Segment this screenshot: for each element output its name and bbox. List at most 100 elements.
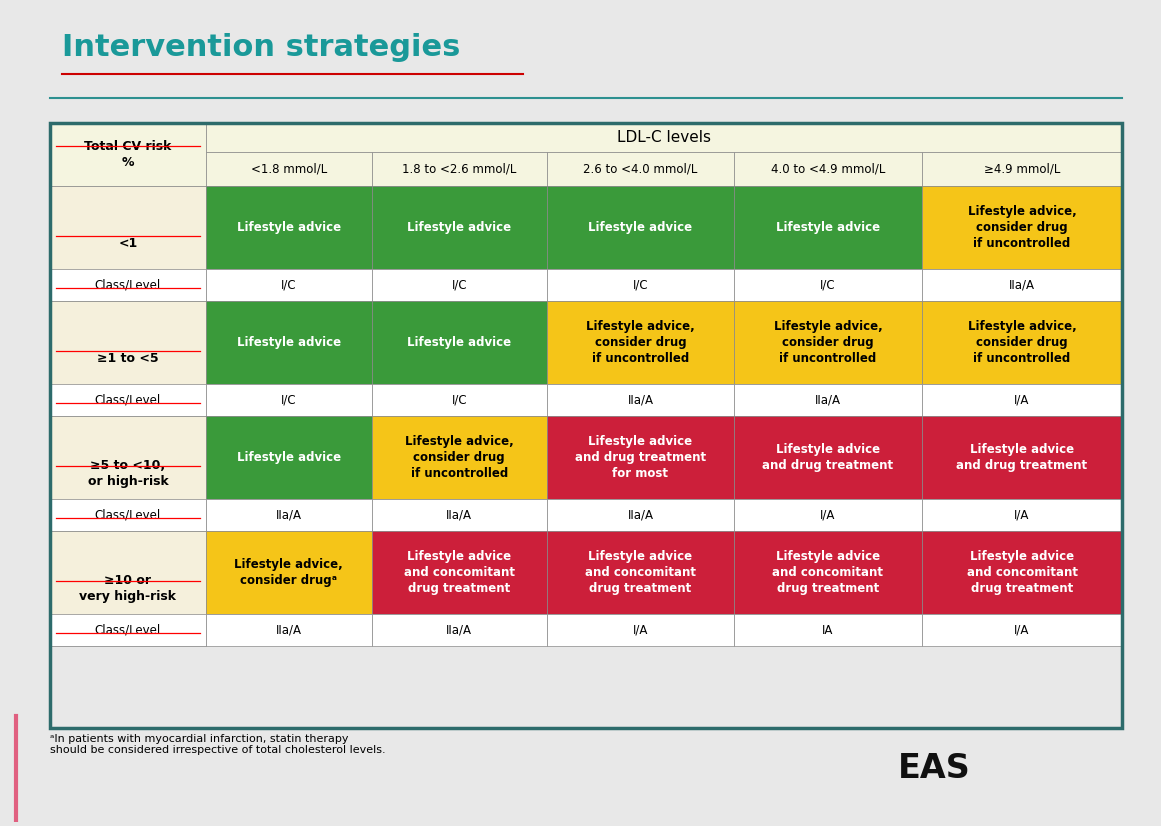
Text: I/C: I/C bbox=[452, 278, 467, 292]
Text: Lifestyle advice: Lifestyle advice bbox=[237, 336, 341, 349]
Text: EAS: EAS bbox=[897, 752, 971, 786]
Bar bbox=[372, 416, 547, 499]
Bar bbox=[922, 531, 1123, 614]
Bar bbox=[50, 269, 205, 301]
Bar bbox=[922, 499, 1123, 531]
Bar bbox=[922, 152, 1123, 186]
Text: I/C: I/C bbox=[281, 394, 296, 406]
Text: <1: <1 bbox=[118, 237, 138, 250]
Bar bbox=[372, 531, 547, 614]
Text: 4.0 to <4.9 mmol/L: 4.0 to <4.9 mmol/L bbox=[771, 163, 885, 176]
Text: IIa/A: IIa/A bbox=[446, 509, 473, 521]
Text: Lifestyle advice: Lifestyle advice bbox=[237, 221, 341, 235]
Bar bbox=[547, 301, 734, 384]
Text: Lifestyle advice,
consider drug
if uncontrolled: Lifestyle advice, consider drug if uncon… bbox=[967, 205, 1076, 250]
Bar bbox=[922, 301, 1123, 384]
Bar bbox=[734, 384, 922, 416]
Text: Lifestyle advice: Lifestyle advice bbox=[408, 336, 511, 349]
Text: I/A: I/A bbox=[1015, 394, 1030, 406]
Bar bbox=[547, 531, 734, 614]
Text: IIa/A: IIa/A bbox=[446, 624, 473, 637]
Bar bbox=[205, 384, 372, 416]
Bar bbox=[372, 384, 547, 416]
Bar bbox=[50, 614, 205, 646]
Bar bbox=[50, 499, 205, 531]
Text: Lifestyle advice
and drug treatment
for most: Lifestyle advice and drug treatment for … bbox=[575, 435, 706, 480]
Text: IIa/A: IIa/A bbox=[627, 394, 654, 406]
Bar bbox=[734, 531, 922, 614]
Text: I/C: I/C bbox=[820, 278, 836, 292]
Text: ≥1 to <5: ≥1 to <5 bbox=[98, 352, 159, 365]
Bar bbox=[922, 416, 1123, 499]
Text: Lifestyle advice,
consider drug
if uncontrolled: Lifestyle advice, consider drug if uncon… bbox=[967, 320, 1076, 365]
Text: I/C: I/C bbox=[281, 278, 296, 292]
Text: Lifestyle advice
and concomitant
drug treatment: Lifestyle advice and concomitant drug tr… bbox=[585, 550, 695, 595]
Text: Lifestyle advice: Lifestyle advice bbox=[589, 221, 692, 235]
Bar bbox=[734, 301, 922, 384]
Text: I/C: I/C bbox=[633, 278, 648, 292]
Bar bbox=[205, 152, 372, 186]
Text: Class/Level: Class/Level bbox=[95, 624, 161, 637]
Bar bbox=[50, 416, 205, 531]
Text: 2.6 to <4.0 mmol/L: 2.6 to <4.0 mmol/L bbox=[583, 163, 698, 176]
Text: IA: IA bbox=[822, 624, 834, 637]
Bar bbox=[50, 123, 1123, 728]
Text: 1.8 to <2.6 mmol/L: 1.8 to <2.6 mmol/L bbox=[402, 163, 517, 176]
Bar bbox=[547, 152, 734, 186]
Bar bbox=[205, 499, 372, 531]
Bar bbox=[734, 499, 922, 531]
Bar bbox=[922, 269, 1123, 301]
Bar bbox=[50, 531, 205, 646]
Bar bbox=[205, 301, 372, 384]
Bar bbox=[50, 123, 1123, 186]
Text: Lifestyle advice
and concomitant
drug treatment: Lifestyle advice and concomitant drug tr… bbox=[404, 550, 514, 595]
Bar bbox=[50, 186, 205, 301]
Bar bbox=[734, 269, 922, 301]
Bar bbox=[734, 186, 922, 269]
Text: Lifestyle advice
and concomitant
drug treatment: Lifestyle advice and concomitant drug tr… bbox=[966, 550, 1077, 595]
Text: Lifestyle advice
and drug treatment: Lifestyle advice and drug treatment bbox=[763, 443, 894, 472]
Text: ≥5 to <10,
or high-risk: ≥5 to <10, or high-risk bbox=[87, 459, 168, 488]
Text: Lifestyle advice,
consider drug
if uncontrolled: Lifestyle advice, consider drug if uncon… bbox=[586, 320, 694, 365]
Text: <1.8 mmol/L: <1.8 mmol/L bbox=[251, 163, 327, 176]
Bar bbox=[205, 416, 372, 499]
Text: Lifestyle advice,
consider drugᵃ: Lifestyle advice, consider drugᵃ bbox=[235, 558, 344, 587]
Text: ≥4.9 mmol/L: ≥4.9 mmol/L bbox=[983, 163, 1060, 176]
Bar bbox=[205, 123, 1123, 152]
Bar bbox=[50, 123, 205, 186]
Text: IIa/A: IIa/A bbox=[1009, 278, 1034, 292]
Bar bbox=[547, 186, 734, 269]
Text: IIa/A: IIa/A bbox=[627, 509, 654, 521]
Text: Lifestyle advice
and concomitant
drug treatment: Lifestyle advice and concomitant drug tr… bbox=[772, 550, 884, 595]
Text: IIa/A: IIa/A bbox=[815, 394, 841, 406]
Bar bbox=[50, 384, 205, 416]
Bar bbox=[372, 186, 547, 269]
Bar bbox=[922, 186, 1123, 269]
Text: I/A: I/A bbox=[821, 509, 836, 521]
Text: Lifestyle advice
and drug treatment: Lifestyle advice and drug treatment bbox=[957, 443, 1088, 472]
Bar bbox=[547, 416, 734, 499]
Bar bbox=[547, 614, 734, 646]
Text: Intervention strategies: Intervention strategies bbox=[62, 33, 460, 62]
Bar bbox=[734, 152, 922, 186]
Bar bbox=[922, 384, 1123, 416]
Text: I/A: I/A bbox=[633, 624, 648, 637]
Bar bbox=[547, 499, 734, 531]
Bar bbox=[372, 152, 547, 186]
Bar bbox=[372, 614, 547, 646]
Text: Class/Level: Class/Level bbox=[95, 394, 161, 406]
Text: Class/Level: Class/Level bbox=[95, 509, 161, 521]
Bar bbox=[372, 499, 547, 531]
Text: I/A: I/A bbox=[1015, 624, 1030, 637]
Bar bbox=[205, 269, 372, 301]
Bar bbox=[734, 614, 922, 646]
Text: IIa/A: IIa/A bbox=[276, 509, 302, 521]
Text: Lifestyle advice: Lifestyle advice bbox=[237, 451, 341, 464]
Bar bbox=[372, 269, 547, 301]
Text: I/C: I/C bbox=[452, 394, 467, 406]
Text: Lifestyle advice,
consider drug
if uncontrolled: Lifestyle advice, consider drug if uncon… bbox=[405, 435, 513, 480]
Bar bbox=[547, 384, 734, 416]
Text: LDL-C levels: LDL-C levels bbox=[616, 130, 711, 145]
Bar bbox=[205, 614, 372, 646]
Text: Class/Level: Class/Level bbox=[95, 278, 161, 292]
